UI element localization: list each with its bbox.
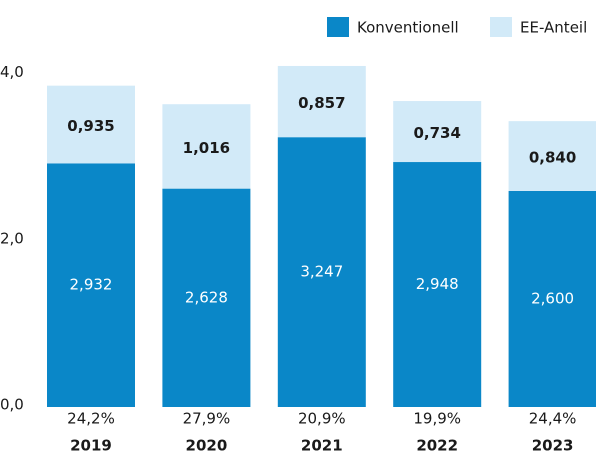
y-tick-label: 0,0 (0, 396, 24, 414)
x-tick-label: 2019 (70, 437, 112, 455)
bar-segment (277, 65, 366, 138)
x-tick-label: 2023 (532, 437, 574, 455)
value-label: 2,948 (416, 275, 459, 293)
share-label: 27,9% (183, 410, 231, 428)
bar-segment (162, 188, 251, 407)
value-label: 2,600 (531, 289, 574, 307)
bar-segment (393, 162, 482, 407)
bar-segment (508, 190, 596, 407)
y-tick-label: 2,0 (0, 229, 24, 247)
legend-swatch (490, 17, 512, 37)
value-label: 0,840 (529, 149, 576, 167)
share-label: 19,9% (413, 410, 461, 428)
value-label: 0,734 (413, 124, 460, 142)
share-label: 24,4% (529, 410, 577, 428)
value-label: 0,857 (298, 94, 345, 112)
legend-swatch (327, 17, 349, 37)
value-label: 1,016 (183, 139, 230, 157)
bar-segment (47, 85, 135, 164)
legend-label: Konventionell (357, 19, 459, 37)
value-label: 2,932 (70, 276, 113, 294)
value-label: 3,247 (300, 263, 343, 281)
bar-segment (162, 104, 251, 189)
bar-segment (508, 121, 596, 191)
bar-segment (47, 163, 135, 407)
x-tick-label: 2020 (186, 437, 228, 455)
x-tick-label: 2021 (301, 437, 343, 455)
share-label: 24,2% (67, 410, 115, 428)
share-label: 20,9% (298, 410, 346, 428)
value-label: 2,628 (185, 288, 228, 306)
bar-segment (277, 137, 366, 407)
legend-label: EE-Anteil (520, 19, 587, 37)
x-tick-label: 2022 (416, 437, 458, 455)
value-label: 0,935 (67, 117, 114, 135)
bar-segment (393, 101, 482, 163)
y-tick-label: 4,0 (0, 63, 24, 81)
